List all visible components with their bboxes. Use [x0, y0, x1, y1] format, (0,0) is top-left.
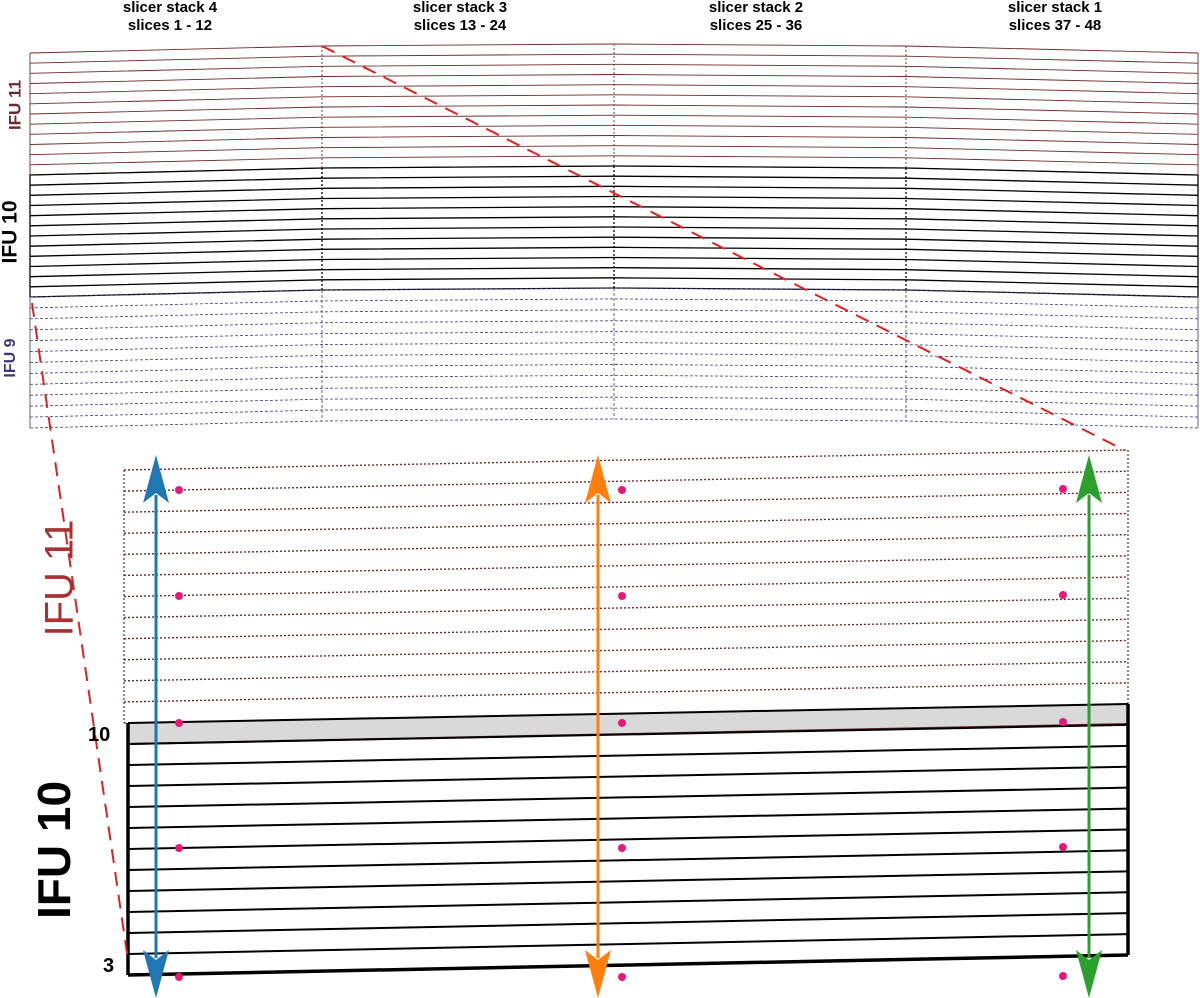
- ifu11-zoom-slice-line: [123, 660, 1129, 682]
- ifu11-zoom-slice-line: [123, 555, 1129, 577]
- ifu10-slice-line: [29, 277, 1199, 288]
- field-point: [1059, 972, 1067, 980]
- stack-label-3: slicer stack 3 slices 13 - 24: [350, 0, 570, 35]
- ifu10-zoom-slice-line: [127, 828, 1129, 850]
- field-point: [175, 973, 183, 981]
- zoomed-slices: [123, 449, 1130, 977]
- stack-label-2: slicer stack 2 slices 25 - 36: [646, 0, 866, 35]
- ifu10-zoom-slice-line: [127, 744, 1129, 766]
- ifu11-slice-line: [29, 94, 1199, 105]
- ifu9-slice-line: [29, 418, 1199, 429]
- ifu11-label-zoom: IFU 11: [38, 519, 82, 636]
- stack-name: slicer stack 1: [1007, 0, 1103, 16]
- ifu10-label-top: IFU 10: [0, 200, 22, 263]
- field-point: [1059, 485, 1067, 493]
- ifu11-zoom-slice-line: [123, 470, 1129, 492]
- field-points: [175, 485, 1067, 981]
- ifu11-zoom-slice-line: [123, 491, 1129, 513]
- ifu10-slice-line: [29, 256, 1199, 268]
- ifu9-slices-top: [29, 287, 1199, 429]
- ifu10-zoom-slice-line: [127, 870, 1129, 892]
- arrow-right-head-down: [1076, 950, 1102, 998]
- ifu10-zoom-slice-line: [127, 849, 1129, 871]
- stack-name: slicer stack 2: [708, 0, 804, 16]
- ifu10-zoom-slice-line: [127, 723, 1129, 745]
- field-point: [618, 719, 626, 727]
- overlap-band: [128, 704, 1128, 744]
- guide-dash-left: [31, 302, 129, 961]
- ifu10-label-zoom: IFU 10: [28, 781, 80, 919]
- field-point: [1059, 843, 1067, 851]
- stack-label-4: slicer stack 4 slices 1 - 12: [60, 0, 280, 35]
- ifu11-label-top: IFU 11: [5, 80, 24, 130]
- ifu10-zoom-slice-line: [127, 703, 1129, 724]
- stack-slices: slices 37 - 48: [1008, 17, 1102, 34]
- ifu11-slice-line: [29, 74, 1199, 84]
- ifu10-slice-line: [29, 216, 1199, 227]
- field-point: [175, 592, 183, 600]
- ifu11-zoom-slice-line: [123, 618, 1129, 640]
- ifu11-slice-line: [29, 114, 1199, 125]
- ifu10-slice-line: [29, 236, 1199, 247]
- ifu11-slice-line: [29, 135, 1199, 145]
- ifu10-zoom-slice-line: [127, 953, 1129, 977]
- row-marker-top: 10: [88, 724, 110, 746]
- ifu11-zoom-slice-line: [123, 576, 1129, 598]
- arrow-left-head-down: [143, 950, 169, 998]
- arrow-middle-head-down: [585, 950, 611, 998]
- stack-slices: slices 13 - 24: [413, 17, 507, 34]
- ifu10-zoom-slice-line: [127, 786, 1129, 808]
- ifu10-slice-line: [29, 175, 1199, 186]
- ifu11-zoom-slice-line: [123, 512, 1129, 534]
- field-point: [618, 844, 626, 852]
- stack-slices: slices 1 - 12: [127, 17, 213, 34]
- stack-name: slicer stack 4: [122, 0, 218, 16]
- ifu10-zoom-slice-line: [127, 891, 1129, 913]
- stack-name: slicer stack 3: [412, 0, 508, 16]
- ifu10-zoom-slice-line: [127, 933, 1129, 955]
- ifu11-slice-line: [29, 155, 1199, 166]
- ifu10-slice-line: [29, 195, 1199, 207]
- arrow-middle-head-up: [585, 455, 611, 503]
- ifu11-zoom-slice-line: [123, 597, 1129, 619]
- ifu11-slice-line: [29, 53, 1199, 64]
- guide-dash-diagonal: [321, 45, 1125, 451]
- field-point: [175, 719, 183, 727]
- wavelength-arrows: [143, 455, 1102, 998]
- field-point: [1059, 591, 1067, 599]
- field-point: [618, 486, 626, 494]
- row-marker-bottom: 3: [103, 955, 114, 977]
- ifu11-zoom-slice-line: [123, 639, 1129, 661]
- ifu11-zoom-slice-line: [123, 682, 1129, 703]
- arrow-right-head-up: [1076, 455, 1102, 503]
- field-point: [618, 592, 626, 600]
- field-point: [175, 844, 183, 852]
- stack-label-1: slicer stack 1 slices 37 - 48: [945, 0, 1165, 35]
- ifu10-zoom-slice-line: [127, 765, 1129, 787]
- ifu9-label-top: IFU 9: [2, 338, 19, 377]
- ifu10-zoom-slice-line: [127, 912, 1129, 934]
- ifu10-slices-top: [29, 165, 1199, 298]
- field-point: [618, 973, 626, 981]
- field-point: [175, 486, 183, 494]
- stack-slices: slices 25 - 36: [709, 17, 803, 34]
- ifu11-zoom-slice-line: [123, 449, 1129, 471]
- ifu11-slices-top: [29, 43, 1199, 176]
- field-point: [1059, 718, 1067, 726]
- arrow-left-head-up: [143, 455, 169, 503]
- ifu11-zoom-slice-line: [123, 533, 1129, 556]
- ifu10-zoom-slice-line: [127, 807, 1129, 829]
